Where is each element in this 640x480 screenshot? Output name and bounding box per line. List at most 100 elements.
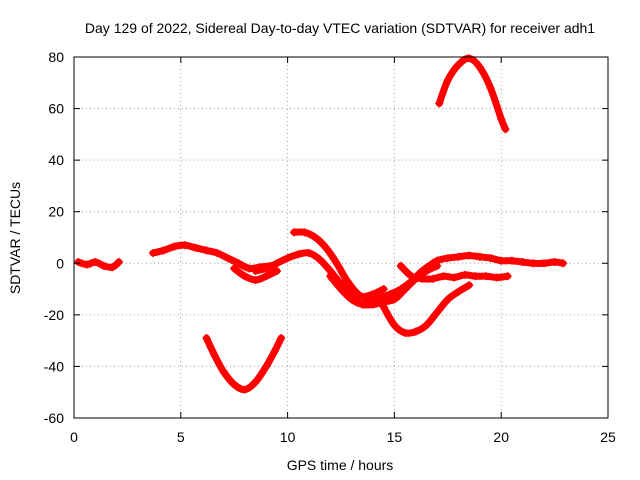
data-point: [272, 259, 281, 268]
series-line: [435, 54, 509, 133]
series-layer: [74, 54, 568, 394]
grid-layer: [74, 57, 608, 418]
data-point: [379, 285, 388, 294]
series-arc-8: [379, 281, 474, 337]
data-point: [272, 267, 281, 276]
data-point: [262, 362, 271, 371]
data-point: [91, 257, 100, 266]
data-point: [251, 377, 260, 386]
data-point: [354, 290, 363, 299]
data-point: [181, 241, 190, 250]
data-point: [213, 248, 222, 257]
series-line: [202, 334, 285, 394]
data-point: [114, 257, 123, 266]
data-point: [149, 248, 158, 257]
data-point: [503, 272, 512, 281]
data-point: [322, 243, 331, 252]
data-point: [492, 273, 501, 282]
data-point: [390, 321, 399, 330]
data-point: [396, 261, 405, 270]
data-point: [454, 287, 463, 296]
data-point: [99, 261, 108, 270]
series-arc-4: [202, 334, 286, 394]
y-tick-label: 0: [56, 255, 64, 271]
data-point: [539, 259, 548, 268]
data-point: [418, 274, 427, 283]
data-point: [465, 251, 474, 260]
data-point: [422, 264, 431, 273]
y-tick-label: 60: [48, 101, 64, 117]
series-arc-3: [230, 264, 281, 285]
data-point: [454, 60, 463, 69]
data-point: [304, 248, 313, 257]
data-point: [315, 255, 324, 264]
data-point: [501, 125, 510, 134]
series-arc-9: [396, 261, 512, 283]
data-point: [82, 260, 91, 269]
y-tick-label: -20: [44, 307, 64, 323]
data-point: [486, 254, 495, 263]
data-point: [475, 63, 484, 72]
data-point: [230, 264, 239, 273]
data-point: [550, 257, 559, 266]
data-point: [358, 300, 367, 309]
data-point: [401, 285, 410, 294]
data-point: [411, 327, 420, 336]
data-point: [486, 83, 495, 92]
data-point: [379, 303, 388, 312]
x-tick-label: 20: [493, 429, 509, 445]
data-point: [251, 276, 260, 285]
data-point: [240, 385, 249, 394]
data-point: [202, 334, 211, 343]
x-tick-label: 10: [280, 429, 296, 445]
data-point: [433, 256, 442, 265]
x-axis-label: GPS time / hours: [287, 457, 394, 473]
plot-frame: [73, 56, 609, 419]
data-point: [337, 285, 345, 294]
x-tick-label: 5: [177, 429, 185, 445]
series-arc-6: [290, 228, 437, 304]
data-point: [170, 242, 179, 251]
data-point: [230, 380, 239, 389]
series-line: [290, 228, 437, 304]
data-point: [300, 228, 309, 237]
data-point: [386, 290, 395, 299]
data-point: [497, 114, 506, 123]
data-point: [450, 273, 459, 282]
x-tick-label: 25: [600, 429, 616, 445]
data-point: [290, 228, 299, 237]
data-point: [283, 254, 292, 263]
series-arc-10: [422, 251, 568, 273]
y-tick-label: 20: [48, 204, 64, 220]
data-point: [390, 295, 399, 304]
data-point: [465, 54, 474, 63]
x-tick-label: 15: [387, 429, 403, 445]
data-point: [529, 259, 538, 268]
data-point: [202, 246, 211, 255]
y-tick-label: 40: [48, 152, 64, 168]
data-point: [234, 259, 243, 268]
series-line: [149, 241, 274, 273]
tick-layer: 0 5 10 15 20 25 -60 -40 -20 0 20 40 60 80: [44, 49, 616, 445]
data-point: [326, 272, 335, 281]
data-point: [443, 295, 452, 304]
data-point: [159, 246, 168, 255]
data-point: [465, 281, 474, 290]
data-point: [460, 270, 469, 279]
series-arc-11: [435, 54, 510, 134]
y-tick-label: -60: [44, 410, 64, 426]
data-point: [407, 272, 416, 281]
data-point: [262, 272, 271, 281]
data-point: [245, 264, 254, 273]
x-tick-label: 0: [70, 429, 78, 445]
data-point: [497, 256, 506, 265]
data-point: [223, 254, 232, 263]
data-point: [471, 272, 480, 281]
data-point: [210, 352, 219, 361]
y-tick-label: 80: [48, 49, 64, 65]
data-point: [270, 346, 279, 355]
data-point: [108, 263, 117, 272]
data-point: [311, 233, 320, 242]
data-point: [518, 257, 527, 266]
